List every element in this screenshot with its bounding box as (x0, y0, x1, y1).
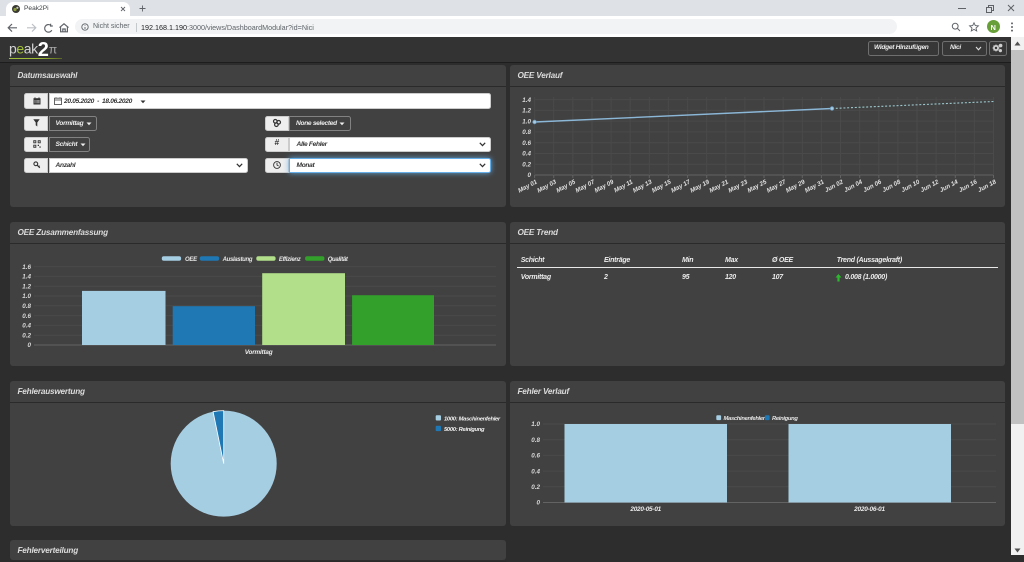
svg-text:1.4: 1.4 (522, 97, 531, 104)
svg-text:1.4: 1.4 (22, 274, 31, 281)
svg-text:Qualität: Qualität (328, 257, 349, 263)
svg-text:Jun 08: Jun 08 (881, 178, 902, 194)
svg-text:1.2: 1.2 (22, 283, 31, 290)
svg-text:Effizienz: Effizienz (279, 257, 301, 263)
svg-text:Maschinenfehler: Maschinenfehler (724, 416, 766, 422)
svg-text:0: 0 (527, 172, 531, 179)
svg-text:May 31: May 31 (804, 178, 826, 194)
svg-text:0: 0 (536, 500, 540, 507)
svg-text:0.4: 0.4 (22, 323, 31, 330)
svg-text:0.8: 0.8 (22, 303, 31, 310)
svg-text:0.6: 0.6 (531, 453, 540, 460)
svg-text:Jun 10: Jun 10 (900, 178, 921, 194)
svg-text:May 29: May 29 (785, 178, 807, 194)
svg-text:0.2: 0.2 (522, 161, 531, 168)
svg-text:May 11: May 11 (613, 178, 635, 194)
svg-text:May 15: May 15 (651, 178, 673, 194)
svg-text:Jun 12: Jun 12 (919, 178, 940, 194)
svg-text:May 07: May 07 (574, 178, 596, 194)
svg-text:0.4: 0.4 (522, 151, 531, 158)
svg-text:May 23: May 23 (727, 178, 749, 194)
svg-text:1000: Maschinenfehler: 1000: Maschinenfehler (444, 416, 501, 422)
svg-text:1.0: 1.0 (531, 421, 540, 428)
svg-text:0.8: 0.8 (531, 437, 540, 444)
svg-text:Vormittag: Vormittag (245, 349, 273, 356)
svg-text:1.2: 1.2 (522, 108, 531, 115)
svg-text:0.2: 0.2 (22, 332, 31, 339)
svg-text:2020-05-01: 2020-05-01 (629, 506, 661, 513)
svg-text:Auslastung: Auslastung (222, 257, 253, 263)
svg-text:Jun 18: Jun 18 (977, 178, 998, 194)
svg-text:May 09: May 09 (594, 178, 616, 194)
svg-text:Reinigung: Reinigung (772, 416, 798, 422)
svg-text:1.0: 1.0 (22, 293, 31, 300)
svg-text:5000: Reinigung: 5000: Reinigung (444, 427, 485, 433)
svg-text:0.2: 0.2 (531, 484, 540, 491)
svg-text:Jun 06: Jun 06 (862, 178, 883, 194)
svg-text:May 25: May 25 (746, 178, 768, 194)
svg-text:May 05: May 05 (555, 178, 577, 194)
svg-text:May 21: May 21 (708, 178, 730, 194)
svg-text:Jun 04: Jun 04 (843, 178, 864, 194)
svg-text:0.8: 0.8 (522, 129, 531, 136)
svg-text:May 01: May 01 (517, 178, 539, 194)
svg-text:2020-06-01: 2020-06-01 (853, 506, 885, 513)
svg-text:0.6: 0.6 (22, 313, 31, 320)
svg-text:OEE: OEE (185, 257, 198, 263)
svg-text:0.4: 0.4 (531, 468, 540, 475)
svg-text:0.6: 0.6 (522, 140, 531, 147)
svg-text:1.0: 1.0 (522, 118, 531, 125)
svg-text:Jun 02: Jun 02 (824, 178, 845, 194)
svg-text:May 27: May 27 (766, 178, 788, 194)
svg-text:0: 0 (27, 342, 31, 349)
svg-text:May 03: May 03 (536, 178, 558, 194)
svg-text:Jun 16: Jun 16 (958, 178, 979, 194)
svg-text:Jun 14: Jun 14 (939, 178, 960, 194)
svg-text:May 17: May 17 (670, 178, 692, 194)
svg-text:May 19: May 19 (689, 178, 711, 194)
svg-text:1.6: 1.6 (22, 264, 31, 271)
svg-text:May 13: May 13 (632, 178, 654, 194)
